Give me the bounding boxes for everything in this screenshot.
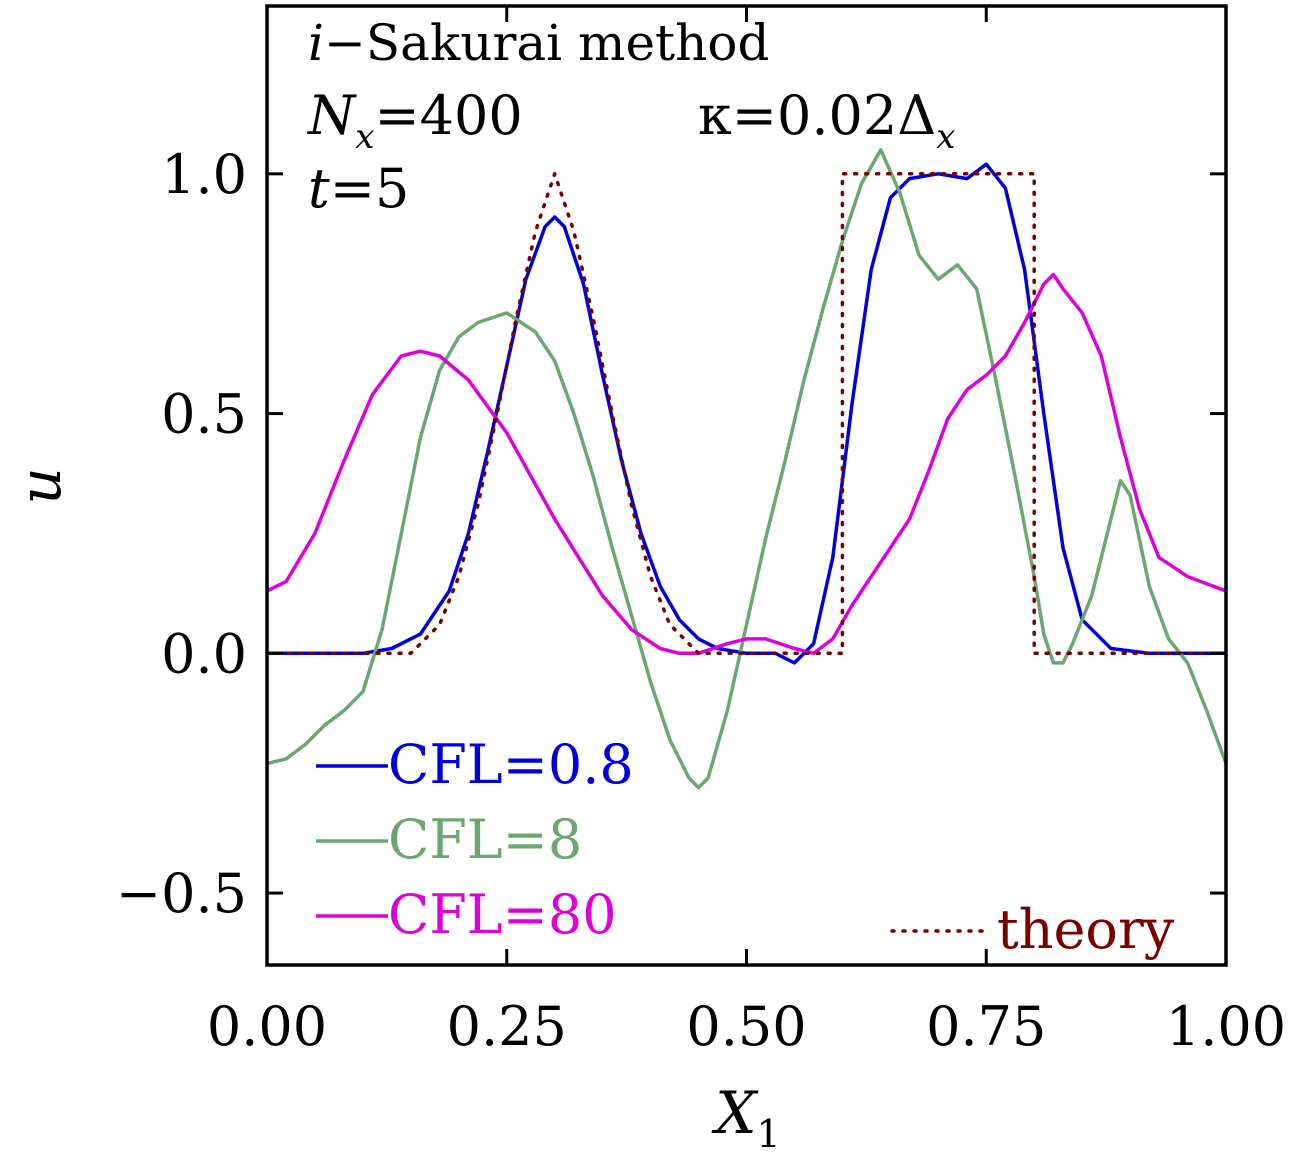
x-tick-label-0: 0.00 bbox=[207, 995, 327, 1058]
series-line-3 bbox=[267, 172, 1226, 656]
t-value: =5 bbox=[330, 157, 410, 220]
legend-label-0: CFL=0.8 bbox=[388, 733, 634, 796]
y-tick-label-1: 0.0 bbox=[161, 622, 247, 685]
nx-annotation: Nx=400 bbox=[306, 84, 523, 157]
legend-label-2: CFL=80 bbox=[388, 883, 617, 946]
method-rest: −Sakurai method bbox=[324, 14, 769, 72]
y-axis-label: u bbox=[6, 467, 74, 504]
method-italic: i bbox=[308, 14, 324, 72]
x-tick-label-4: 1.00 bbox=[1166, 995, 1286, 1058]
t-label: t bbox=[308, 157, 330, 220]
nx-label: N bbox=[306, 84, 357, 147]
kappa-text: κ=0.02Δ bbox=[698, 84, 936, 147]
series-line-2 bbox=[267, 272, 1226, 656]
x-tick-label-3: 0.75 bbox=[926, 995, 1046, 1058]
y-tick-label-3: 1.0 bbox=[161, 143, 247, 206]
method-annotation: i−Sakurai method bbox=[308, 14, 769, 72]
series-line-0 bbox=[267, 162, 1226, 665]
x-axis-label: X1 bbox=[711, 1079, 780, 1156]
x-axis-label-sub: 1 bbox=[757, 1112, 781, 1156]
y-tick-label-0: −0.5 bbox=[116, 862, 247, 925]
series-line-1 bbox=[267, 148, 1226, 790]
nx-value: =400 bbox=[374, 84, 522, 147]
t-annotation: t=5 bbox=[308, 157, 409, 220]
series-layer bbox=[267, 148, 1226, 790]
legend-label-1: CFL=8 bbox=[388, 808, 582, 871]
y-tick-label-2: 0.5 bbox=[161, 383, 247, 446]
x-tick-label-2: 0.50 bbox=[686, 995, 806, 1058]
x-tick-label-1: 0.25 bbox=[447, 995, 567, 1058]
tick-layer: 0.00 0.25 0.50 0.75 1.00 −0.5 0.0 0.5 1.0 bbox=[116, 6, 1286, 1058]
kappa-annotation: κ=0.02Δx bbox=[698, 84, 955, 157]
kappa-sub: x bbox=[936, 117, 955, 157]
nx-sub: x bbox=[355, 117, 374, 157]
x-axis-label-main: X bbox=[711, 1079, 759, 1147]
legend-label-theory: theory bbox=[997, 898, 1175, 961]
legend: CFL=0.8 CFL=8 CFL=80 theory bbox=[316, 733, 1175, 961]
